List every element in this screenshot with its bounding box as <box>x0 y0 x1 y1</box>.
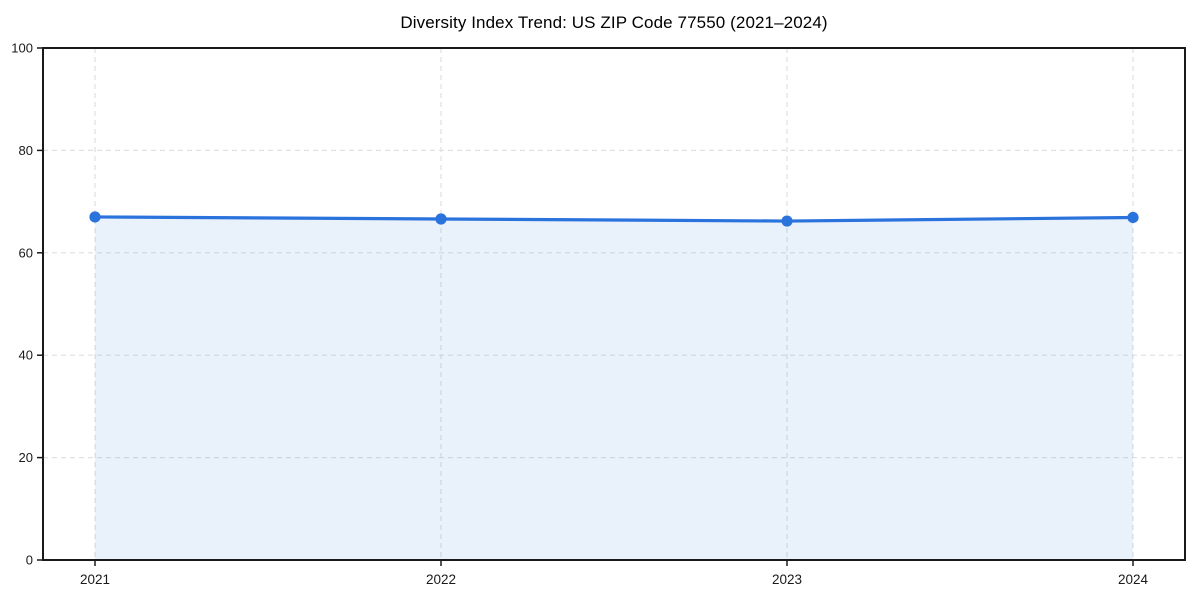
trend-line <box>93 215 1135 223</box>
y-tick-label: 80 <box>19 143 33 158</box>
data-point <box>781 215 793 227</box>
y-tick-label: 40 <box>19 348 33 363</box>
y-tick-label: 60 <box>19 245 33 260</box>
data-point <box>1127 211 1139 224</box>
x-tick-label: 2024 <box>1118 572 1149 587</box>
area-fill <box>95 216 1133 560</box>
chart-title: Diversity Index Trend: US ZIP Code 77550… <box>400 13 828 32</box>
data-point <box>89 211 101 223</box>
x-tick-label: 2021 <box>80 572 110 587</box>
y-tick-label: 100 <box>11 41 33 56</box>
data-point <box>435 213 447 225</box>
x-tick-label: 2023 <box>772 572 802 587</box>
x-tick-label: 2022 <box>426 572 456 587</box>
plot-border <box>42 47 1186 561</box>
y-tick-label: 0 <box>26 553 33 568</box>
y-tick-label: 20 <box>19 450 33 465</box>
